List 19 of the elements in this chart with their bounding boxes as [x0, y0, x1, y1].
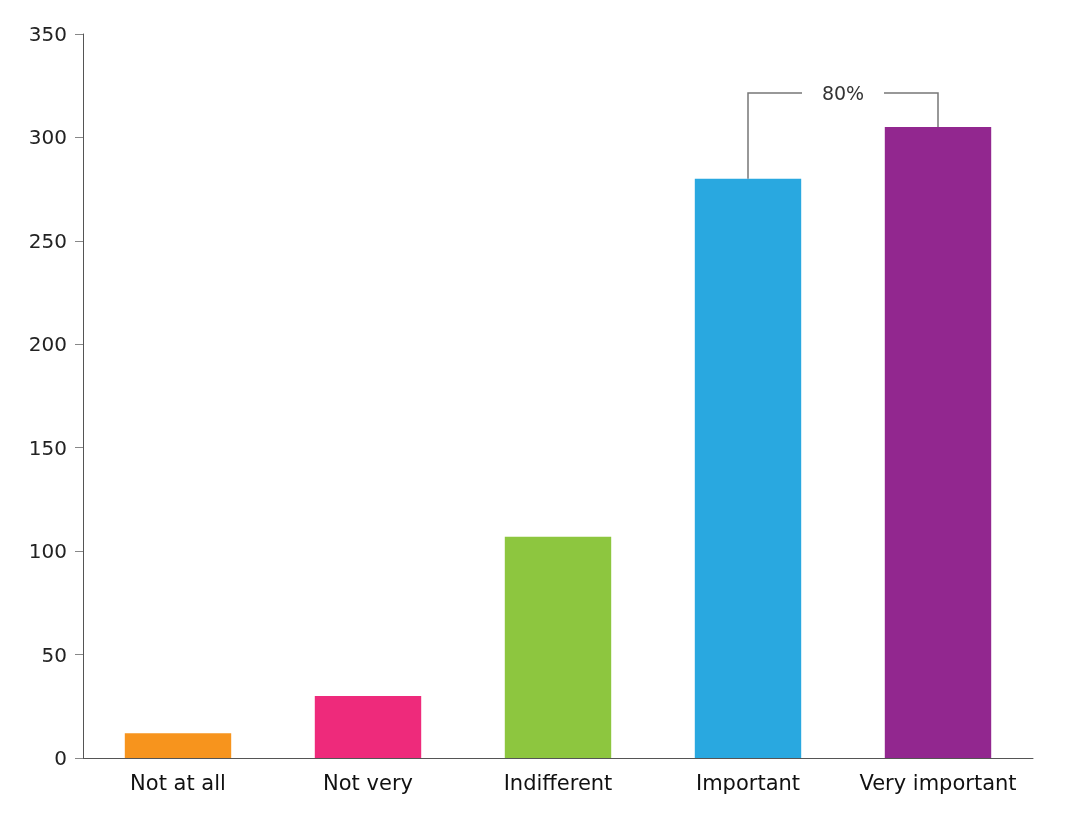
y-tick-label: 250 [28, 228, 67, 253]
bar [694, 178, 802, 758]
bar [124, 733, 232, 758]
x-tick-label: Very important [859, 770, 1017, 795]
y-tick-label: 50 [41, 642, 67, 667]
y-tick-label: 100 [28, 539, 67, 564]
y-tick-label: 150 [28, 435, 67, 460]
x-tick-label: Not very [323, 770, 413, 795]
bar [884, 127, 992, 758]
y-tick-label: 200 [28, 332, 67, 357]
annotation: 80% [820, 81, 866, 106]
bar [314, 695, 422, 758]
bar [504, 536, 612, 758]
x-tick-label: Not at all [130, 770, 226, 795]
y-tick-label: 300 [28, 125, 67, 150]
y-tick-label: 350 [28, 22, 67, 46]
y-tick-label: 0 [54, 746, 67, 770]
x-tick-label: Indifferent [503, 770, 613, 795]
x-tick-label: Important [695, 770, 801, 795]
